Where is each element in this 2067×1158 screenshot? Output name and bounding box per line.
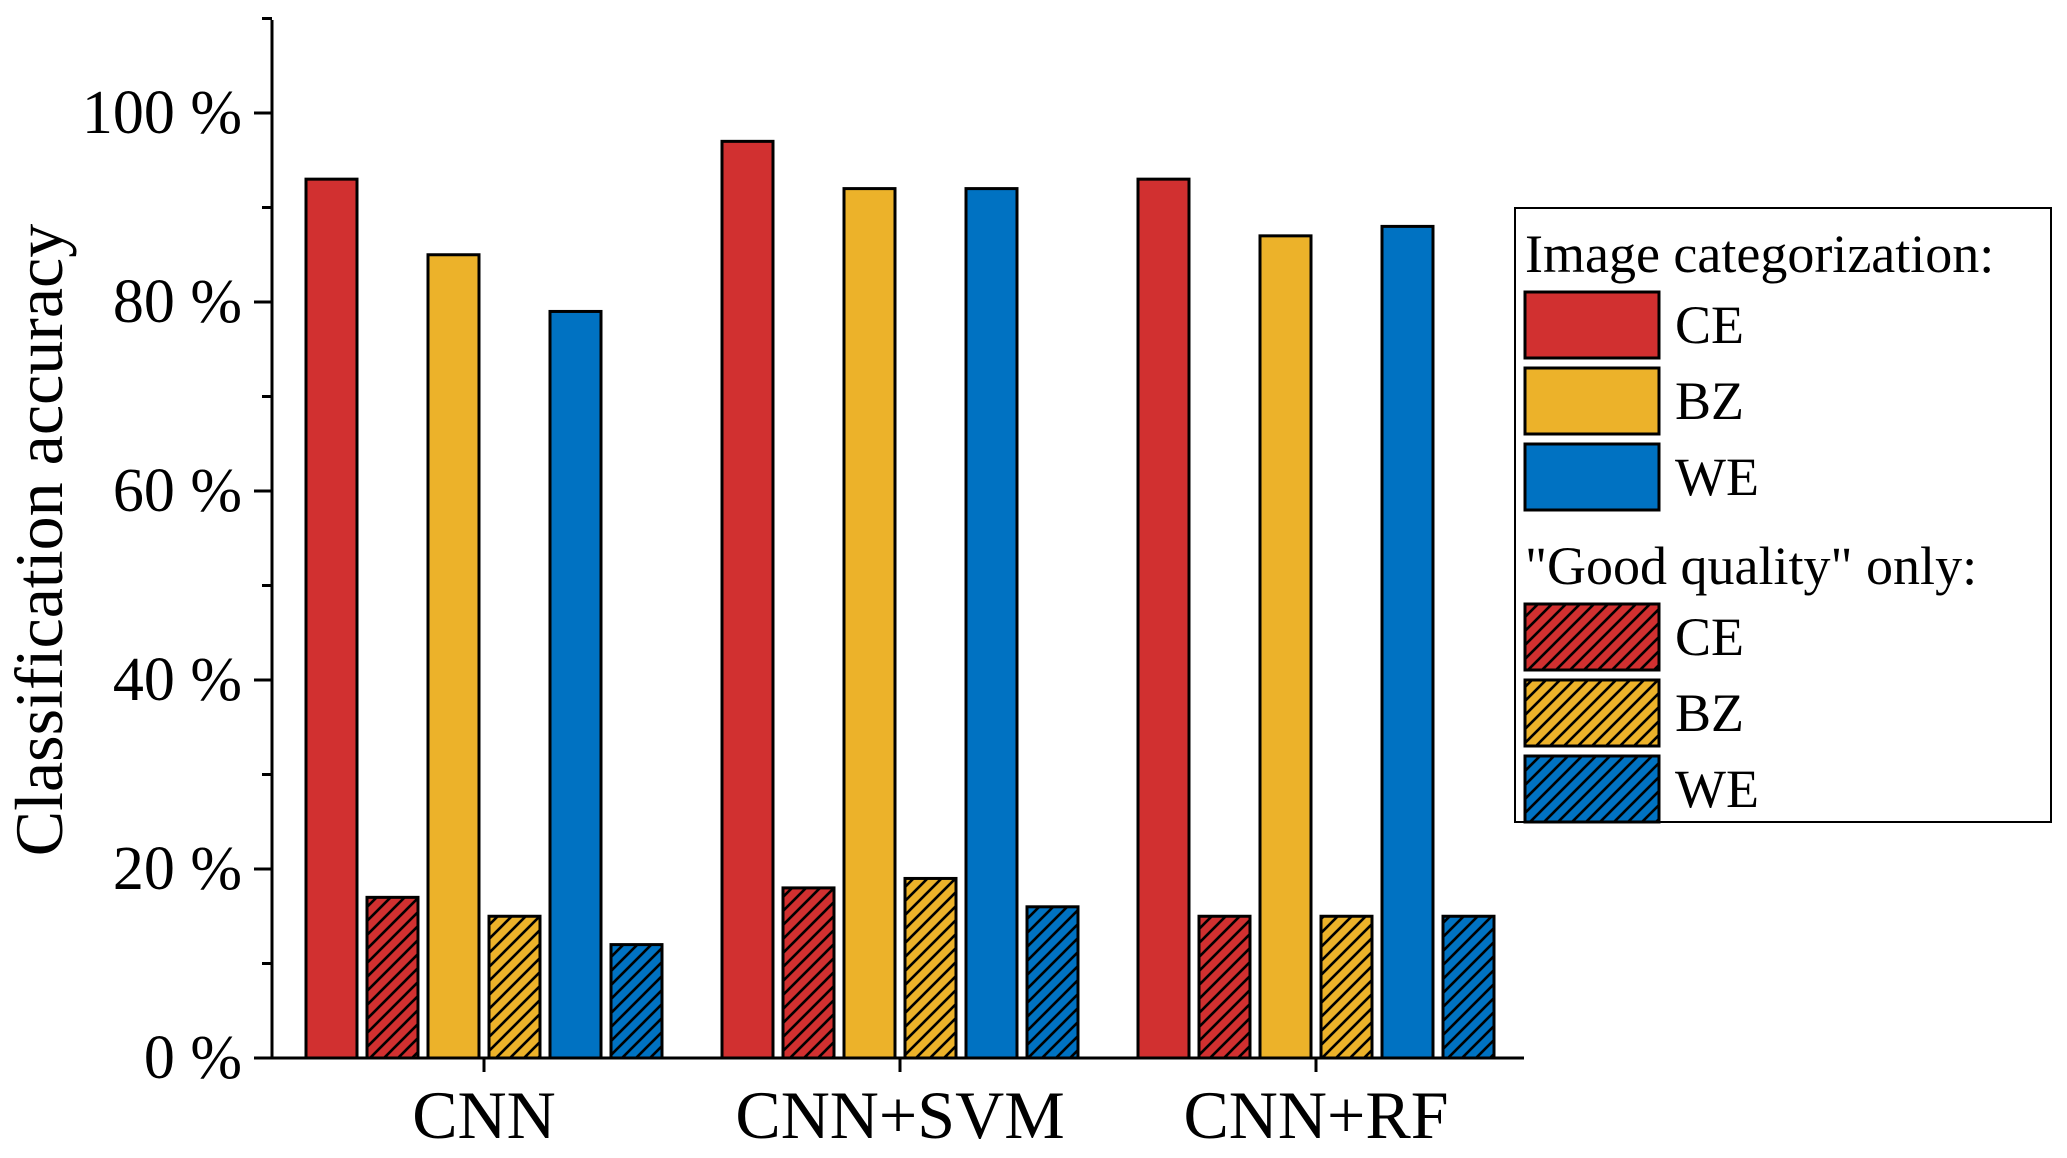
legend-entry-label: WE — [1675, 447, 1759, 507]
bar-cnn-rf-bz — [1258, 234, 1313, 1060]
y-tick-label: 40 % — [113, 646, 242, 714]
y-axis-title: Classification accuracy — [1, 224, 77, 857]
bar-cnn-svm-ce — [720, 139, 775, 1060]
bar-cnn-svm-we-good-quality — [1025, 905, 1080, 1060]
bar-cnn-bz — [426, 253, 481, 1060]
axes-layer: 0 % 20 % 40 % 60 % 80 % 100 % CNN CNN+SVM CNN+RF — [82, 17, 1524, 1153]
bar-cnn-svm-we — [964, 187, 1019, 1060]
y-tick-label: 60 % — [113, 457, 242, 525]
legend-swatch-we-good-quality — [1523, 754, 1661, 824]
y-tick-label: 80 % — [113, 268, 242, 336]
legend-swatch-bz-good-quality — [1523, 678, 1661, 748]
legend-swatch-we — [1523, 442, 1661, 512]
legend-swatch-ce — [1523, 290, 1661, 360]
legend-section-title: Image categorization: — [1525, 224, 1994, 284]
bar-cnn-rf-we — [1380, 224, 1435, 1060]
legend-entry-label: CE — [1675, 607, 1744, 667]
legend-entry-label: BZ — [1675, 371, 1744, 431]
y-tick-label: 0 % — [144, 1024, 242, 1092]
legend-entry-label: CE — [1675, 295, 1744, 355]
y-tick-label: 100 % — [82, 79, 242, 147]
legend-swatch-ce-good-quality — [1523, 602, 1661, 672]
legend-entry-label: WE — [1675, 759, 1759, 819]
legend-section-title: "Good quality" only: — [1525, 536, 1977, 596]
x-category-label: CNN+RF — [1183, 1077, 1448, 1153]
bar-cnn-svm-bz-good-quality — [903, 876, 958, 1060]
bar-cnn-we-good-quality — [609, 943, 664, 1060]
bar-cnn-we — [548, 309, 603, 1060]
bar-cnn-rf-ce — [1136, 177, 1191, 1060]
bar-cnn-bz-good-quality — [487, 914, 542, 1060]
x-category-label: CNN — [412, 1077, 556, 1153]
bar-cnn-rf-ce-good-quality — [1197, 914, 1252, 1060]
legend: Image categorization: CE BZ WE "Good quality… — [1514, 207, 2052, 824]
legend-entry-label: BZ — [1675, 683, 1744, 743]
bar-cnn-rf-we-good-quality — [1441, 914, 1496, 1060]
bar-cnn-svm-bz — [842, 187, 897, 1060]
bars-layer — [304, 139, 1496, 1060]
bar-cnn-svm-ce-good-quality — [781, 886, 836, 1060]
bar-cnn-ce — [304, 177, 359, 1060]
x-category-label: CNN+SVM — [735, 1077, 1064, 1153]
bar-cnn-ce-good-quality — [365, 895, 420, 1060]
bar-cnn-rf-bz-good-quality — [1319, 914, 1374, 1060]
y-tick-label: 20 % — [113, 835, 242, 903]
legend-swatch-bz — [1523, 366, 1661, 436]
